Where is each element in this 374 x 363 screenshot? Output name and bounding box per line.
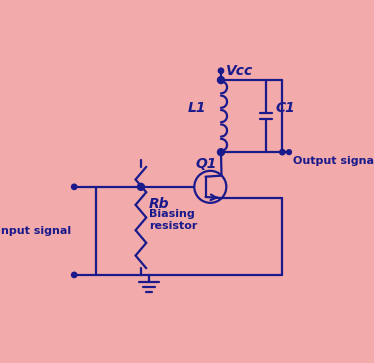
Circle shape	[218, 77, 224, 83]
Text: Vcc: Vcc	[226, 64, 254, 78]
Circle shape	[280, 150, 285, 155]
Text: Q1: Q1	[196, 157, 217, 171]
Text: C1: C1	[276, 101, 295, 115]
Text: Rb: Rb	[149, 197, 169, 211]
Circle shape	[138, 183, 144, 190]
Text: Output signal: Output signal	[293, 156, 374, 166]
Text: L1: L1	[188, 101, 206, 115]
Circle shape	[218, 68, 224, 73]
Circle shape	[218, 149, 224, 156]
Circle shape	[71, 184, 77, 189]
Circle shape	[286, 150, 291, 155]
Text: Input signal: Input signal	[0, 226, 71, 236]
Text: Biasing
resistor: Biasing resistor	[149, 209, 197, 231]
Circle shape	[71, 272, 77, 278]
